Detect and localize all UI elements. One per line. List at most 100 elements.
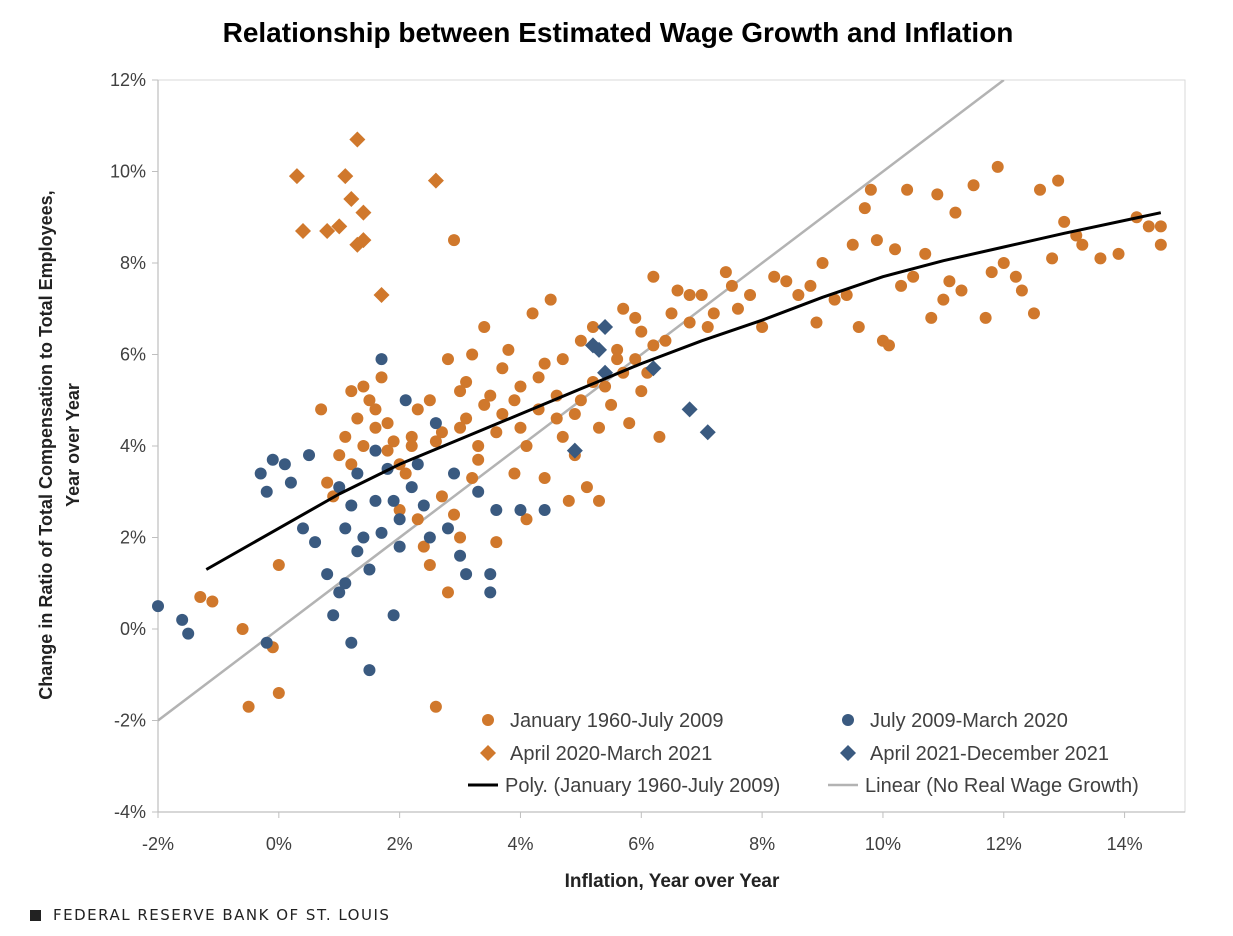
data-point-july-2009-march-2020 — [405, 481, 418, 494]
data-point-january-1960-july-2009 — [671, 284, 684, 297]
data-point-january-1960-july-2009 — [194, 590, 207, 603]
legend-item-july-2009-march-2020: July 2009-March 2020 — [842, 710, 1068, 732]
data-point-january-1960-july-2009 — [357, 440, 370, 452]
data-point-january-1960-july-2009 — [460, 375, 473, 388]
data-point-january-1960-july-2009 — [967, 179, 980, 192]
data-point-january-1960-july-2009 — [725, 279, 738, 292]
data-point-january-1960-july-2009 — [544, 293, 557, 306]
data-point-january-1960-july-2009 — [574, 334, 587, 347]
data-point-january-1960-july-2009 — [345, 458, 358, 471]
data-points — [152, 131, 1167, 713]
data-point-july-2009-march-2020 — [472, 485, 485, 498]
data-point-january-1960-july-2009 — [611, 343, 624, 356]
x-tick-label: 0% — [266, 834, 292, 854]
data-point-january-1960-july-2009 — [937, 293, 950, 306]
y-tick-label: -4% — [114, 802, 146, 822]
data-point-april-2021-december-2021 — [597, 319, 614, 336]
data-point-january-1960-july-2009 — [472, 440, 485, 452]
y-tick-label: 10% — [110, 162, 146, 182]
data-point-january-1960-july-2009 — [538, 357, 551, 370]
data-point-april-2021-december-2021 — [591, 341, 608, 358]
data-point-january-1960-july-2009 — [508, 394, 521, 407]
trend-lines — [205, 211, 1162, 571]
data-point-january-1960-july-2009 — [605, 398, 618, 411]
data-point-july-2009-march-2020 — [441, 522, 454, 535]
data-point-january-1960-july-2009 — [756, 321, 769, 334]
data-point-january-1960-july-2009 — [828, 293, 841, 306]
data-point-january-1960-july-2009 — [381, 444, 394, 457]
legend-marker-swatch — [482, 714, 494, 726]
data-point-july-2009-march-2020 — [333, 481, 346, 494]
x-tick-label: 14% — [1107, 834, 1143, 854]
data-point-july-2009-march-2020 — [152, 600, 164, 613]
data-point-january-1960-july-2009 — [393, 504, 406, 517]
footer-square-icon — [30, 909, 41, 921]
data-point-january-1960-july-2009 — [411, 513, 424, 526]
data-point-january-1960-july-2009 — [647, 270, 660, 283]
data-point-january-1960-july-2009 — [429, 700, 442, 713]
data-point-january-1960-july-2009 — [659, 334, 672, 347]
data-point-january-1960-july-2009 — [683, 289, 696, 302]
data-point-january-1960-july-2009 — [514, 380, 527, 393]
data-point-january-1960-july-2009 — [1094, 252, 1107, 265]
data-point-april-2021-december-2021 — [681, 401, 698, 418]
data-point-january-1960-july-2009 — [846, 238, 859, 251]
data-point-july-2009-march-2020 — [387, 494, 400, 507]
data-point-july-2009-march-2020 — [363, 563, 376, 576]
data-point-january-1960-july-2009 — [991, 160, 1004, 173]
data-point-january-1960-july-2009 — [454, 531, 467, 544]
data-point-january-1960-july-2009 — [925, 311, 938, 324]
data-point-january-1960-july-2009 — [514, 421, 527, 434]
x-axis-ticks: -2% 0% 2% 4% 6% 8% 10% 12% 14% — [142, 812, 1143, 854]
data-point-january-1960-july-2009 — [448, 508, 461, 521]
data-point-january-1960-july-2009 — [363, 394, 376, 407]
data-point-january-1960-july-2009 — [744, 289, 757, 302]
data-point-january-1960-july-2009 — [1052, 174, 1065, 187]
data-point-july-2009-march-2020 — [345, 499, 358, 512]
data-point-january-1960-july-2009 — [454, 421, 467, 434]
x-tick-label: 6% — [628, 834, 654, 854]
x-tick-label: 10% — [865, 834, 901, 854]
data-point-january-1960-july-2009 — [423, 394, 436, 407]
data-point-january-1960-july-2009 — [242, 700, 255, 713]
data-point-july-2009-march-2020 — [460, 568, 473, 581]
y-tick-label: 12% — [110, 70, 146, 90]
data-point-july-2009-march-2020 — [303, 449, 316, 462]
data-point-january-1960-july-2009 — [574, 394, 587, 407]
data-point-april-2020-march-2021 — [355, 204, 372, 221]
y-tick-label: -2% — [114, 711, 146, 731]
y-axis-label-line1: Change in Ratio of Total Compensation to… — [36, 190, 56, 699]
data-point-january-1960-july-2009 — [864, 183, 877, 196]
data-point-january-1960-july-2009 — [780, 275, 793, 288]
footer-source: FEDERAL RESERVE BANK OF ST. LOUIS — [53, 906, 391, 924]
data-point-july-2009-march-2020 — [176, 613, 189, 626]
data-point-january-1960-july-2009 — [236, 623, 249, 635]
data-point-january-1960-july-2009 — [731, 302, 744, 315]
data-point-january-1960-july-2009 — [623, 417, 636, 430]
data-point-january-1960-july-2009 — [882, 339, 895, 352]
data-point-july-2009-march-2020 — [448, 467, 461, 480]
data-point-january-1960-july-2009 — [997, 257, 1010, 269]
data-point-january-1960-july-2009 — [979, 311, 992, 324]
data-point-july-2009-march-2020 — [423, 531, 436, 544]
data-point-january-1960-july-2009 — [985, 266, 998, 279]
plot-frame — [157, 79, 1186, 813]
data-point-january-1960-july-2009 — [586, 321, 599, 334]
data-point-january-1960-july-2009 — [351, 412, 364, 425]
data-point-july-2009-march-2020 — [484, 568, 497, 581]
legend-item-january-1960-july-2009: January 1960-July 2009 — [482, 710, 723, 732]
data-point-july-2009-march-2020 — [369, 444, 382, 457]
data-point-january-1960-july-2009 — [719, 266, 732, 279]
data-point-january-1960-july-2009 — [852, 321, 865, 334]
y-tick-label: 8% — [120, 253, 146, 273]
data-point-january-1960-july-2009 — [272, 687, 285, 700]
data-point-july-2009-march-2020 — [266, 453, 279, 466]
data-point-january-1960-july-2009 — [931, 188, 944, 201]
data-point-april-2020-march-2021 — [331, 218, 348, 235]
data-point-july-2009-march-2020 — [514, 504, 527, 517]
data-point-january-1960-july-2009 — [635, 325, 648, 338]
data-point-april-2020-march-2021 — [349, 131, 366, 148]
series-line-poly-january-1960-july-2009 — [205, 211, 1162, 571]
x-tick-label: 8% — [749, 834, 775, 854]
data-point-july-2009-march-2020 — [296, 522, 309, 535]
